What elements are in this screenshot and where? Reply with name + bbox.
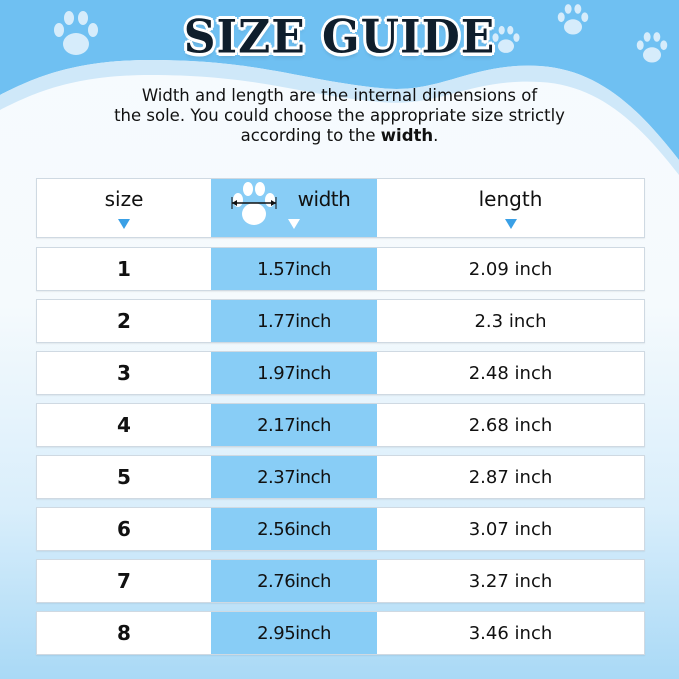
- header-width: width: [211, 179, 377, 237]
- length-cell: 2.48 inch: [468, 362, 553, 384]
- paw-width-measure-icon: [231, 182, 277, 225]
- length-cell: 3.46 inch: [468, 622, 553, 644]
- table-row: 3 1.97inch 2.48 inch: [36, 351, 645, 395]
- paw-print-icon: [636, 32, 668, 63]
- table-row: 8 2.95inch 3.46 inch: [36, 611, 645, 655]
- down-arrow-icon: [118, 219, 130, 229]
- size-cell: 6: [117, 517, 131, 541]
- down-arrow-icon: [288, 219, 300, 229]
- table-header: size width length: [36, 178, 645, 238]
- width-cell: 2.76inch: [211, 560, 377, 602]
- width-cell: 2.17inch: [211, 404, 377, 446]
- width-cell: 2.56inch: [211, 508, 377, 550]
- size-cell: 1: [117, 257, 131, 281]
- size-cell: 4: [117, 413, 131, 437]
- intro-emphasis: width: [380, 126, 434, 145]
- size-cell: 8: [117, 621, 131, 645]
- table-row: 6 2.56inch 3.07 inch: [36, 507, 645, 551]
- width-cell: 2.37inch: [211, 456, 377, 498]
- table-row: 1 1.57inch 2.09 inch: [36, 247, 645, 291]
- intro-text-part: .: [433, 126, 439, 145]
- table-row: 4 2.17inch 2.68 inch: [36, 403, 645, 447]
- size-cell: 3: [117, 361, 131, 385]
- down-arrow-icon: [504, 219, 517, 229]
- size-cell: 5: [117, 465, 131, 489]
- width-cell: 1.97inch: [211, 352, 377, 394]
- length-cell: 3.27 inch: [468, 570, 553, 592]
- length-cell: 3.07 inch: [468, 518, 553, 540]
- paw-print-icon: [492, 25, 520, 53]
- header-size: size: [37, 179, 211, 237]
- size-cell: 7: [117, 569, 131, 593]
- table-row: 5 2.37inch 2.87 inch: [36, 455, 645, 499]
- header-label: size: [104, 187, 144, 211]
- width-cell: 1.57inch: [211, 248, 377, 290]
- header-length: length: [377, 179, 644, 237]
- length-cell: 2.3 inch: [474, 310, 547, 332]
- size-cell: 2: [117, 309, 131, 333]
- header-label: length: [478, 187, 543, 211]
- table-row: 2 1.77inch 2.3 inch: [36, 299, 645, 343]
- page-title: SIZE GUIDE: [183, 10, 496, 65]
- width-cell: 1.77inch: [211, 300, 377, 342]
- intro-text: Width and length are the internal dimens…: [60, 86, 619, 146]
- width-cell: 2.95inch: [211, 612, 377, 654]
- length-cell: 2.09 inch: [468, 258, 553, 280]
- intro-line: according to the width.: [60, 126, 619, 146]
- length-cell: 2.68 inch: [468, 414, 553, 436]
- intro-text-part: according to the: [240, 126, 381, 145]
- length-cell: 2.87 inch: [468, 466, 553, 488]
- intro-line: Width and length are the internal dimens…: [141, 86, 538, 105]
- table-row: 7 2.76inch 3.27 inch: [36, 559, 645, 603]
- paw-print-icon: [54, 11, 98, 55]
- header-label: width: [297, 187, 351, 211]
- intro-line: the sole. You could choose the appropria…: [114, 106, 565, 125]
- paw-print-icon: [557, 4, 589, 35]
